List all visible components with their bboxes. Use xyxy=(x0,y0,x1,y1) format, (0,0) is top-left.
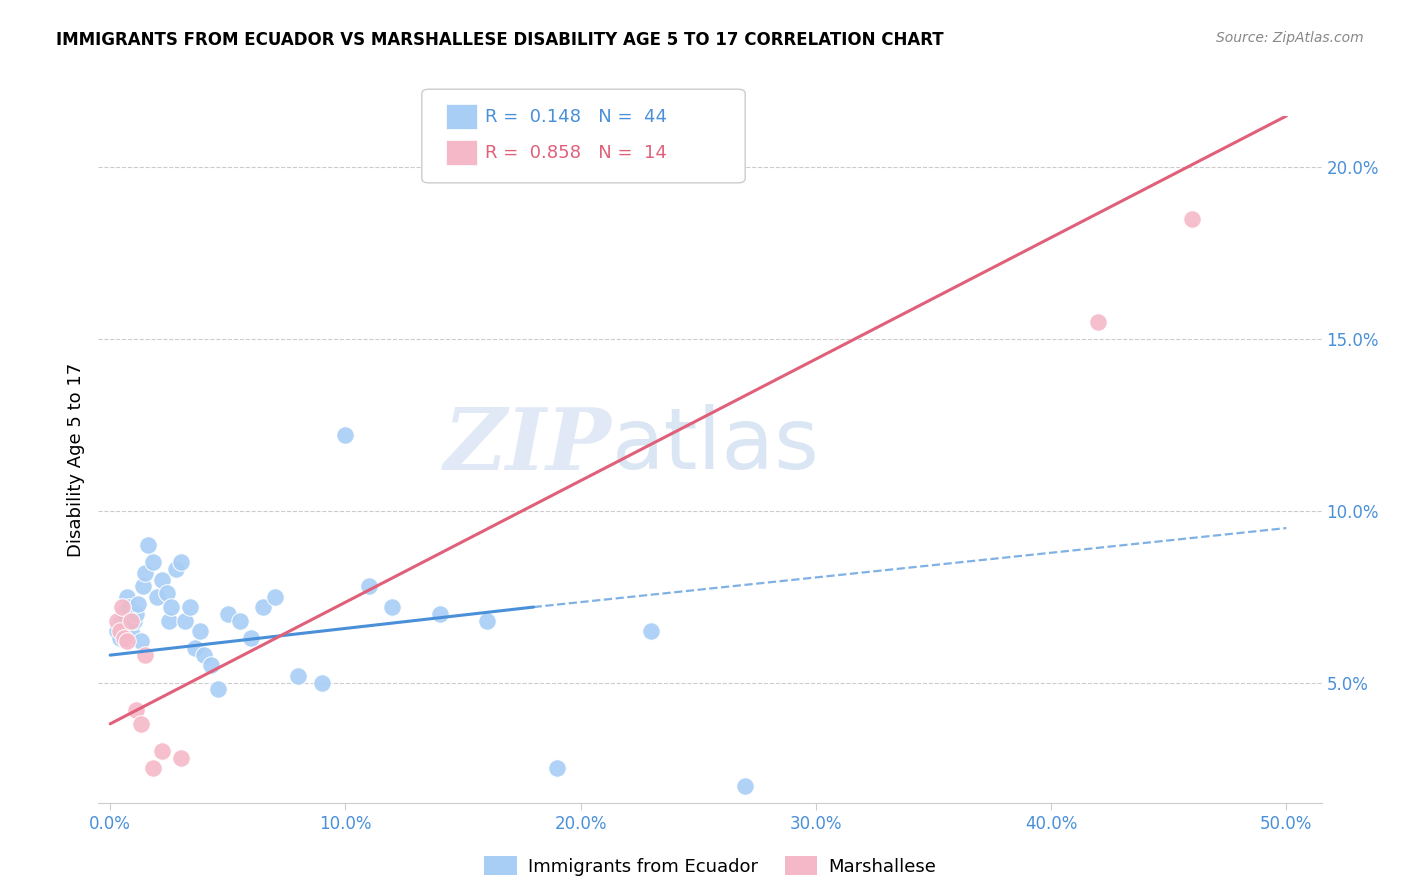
Point xyxy=(170,555,193,570)
Point xyxy=(240,631,263,645)
Point xyxy=(134,566,156,580)
Point xyxy=(120,614,142,628)
Point xyxy=(263,590,285,604)
Point xyxy=(546,761,568,775)
Point xyxy=(125,703,148,717)
Point xyxy=(146,590,169,604)
Point xyxy=(111,600,134,615)
Text: IMMIGRANTS FROM ECUADOR VS MARSHALLESE DISABILITY AGE 5 TO 17 CORRELATION CHART: IMMIGRANTS FROM ECUADOR VS MARSHALLESE D… xyxy=(56,31,943,49)
Point xyxy=(129,716,152,731)
Point xyxy=(228,614,250,628)
Point xyxy=(105,614,128,628)
Legend: Immigrants from Ecuador, Marshallese: Immigrants from Ecuador, Marshallese xyxy=(477,849,943,883)
Point xyxy=(734,779,756,793)
Point xyxy=(357,579,380,593)
Point xyxy=(112,607,135,621)
Point xyxy=(1087,315,1109,329)
Point xyxy=(165,562,187,576)
Point xyxy=(381,600,404,615)
Point xyxy=(111,614,134,628)
Text: Source: ZipAtlas.com: Source: ZipAtlas.com xyxy=(1216,31,1364,45)
Point xyxy=(129,634,152,648)
Point xyxy=(156,586,179,600)
Point xyxy=(125,607,148,621)
Point xyxy=(1181,212,1204,227)
Point xyxy=(200,658,222,673)
Point xyxy=(150,744,173,758)
Point xyxy=(170,751,193,765)
Point xyxy=(134,648,156,662)
Point xyxy=(174,614,197,628)
Text: atlas: atlas xyxy=(612,404,820,487)
Point xyxy=(112,631,135,645)
Text: ZIP: ZIP xyxy=(444,404,612,487)
Point xyxy=(115,634,138,648)
Y-axis label: Disability Age 5 to 17: Disability Age 5 to 17 xyxy=(66,362,84,557)
Point xyxy=(311,675,333,690)
Point xyxy=(122,614,145,628)
Point xyxy=(136,538,159,552)
Point xyxy=(184,641,207,656)
Point xyxy=(141,555,163,570)
Text: R =  0.858   N =  14: R = 0.858 N = 14 xyxy=(485,144,666,161)
Point xyxy=(157,614,180,628)
Point xyxy=(150,573,173,587)
Point xyxy=(141,761,163,775)
Point xyxy=(188,624,211,639)
Point xyxy=(475,614,498,628)
Point xyxy=(193,648,215,662)
Point xyxy=(207,682,229,697)
Point xyxy=(252,600,274,615)
Point xyxy=(105,624,128,639)
Text: R =  0.148   N =  44: R = 0.148 N = 44 xyxy=(485,108,666,126)
Point xyxy=(108,624,131,639)
Point xyxy=(120,624,142,639)
Point xyxy=(115,590,138,604)
Point xyxy=(108,631,131,645)
Point xyxy=(179,600,201,615)
Point xyxy=(429,607,451,621)
Point xyxy=(335,428,357,442)
Point xyxy=(127,597,149,611)
Point xyxy=(287,669,309,683)
Point xyxy=(160,600,183,615)
Point xyxy=(118,600,141,615)
Point xyxy=(640,624,662,639)
Point xyxy=(132,579,155,593)
Point xyxy=(217,607,239,621)
